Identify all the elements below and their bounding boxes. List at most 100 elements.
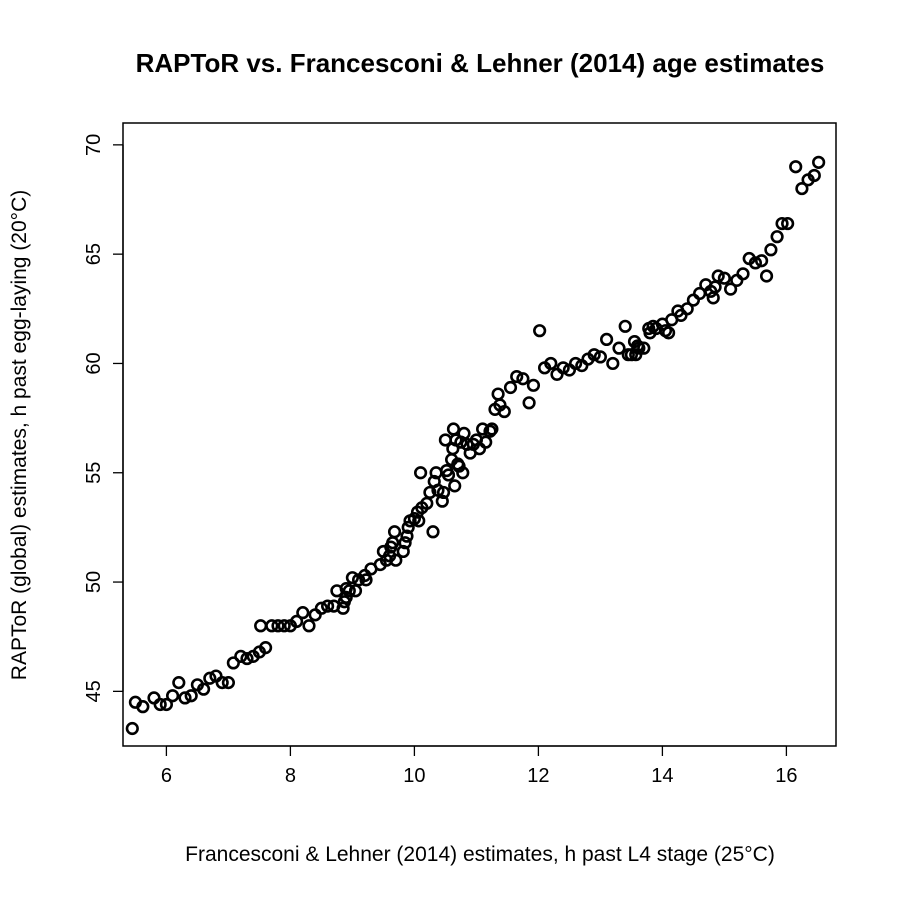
data-point	[277, 619, 291, 633]
data-point	[706, 291, 720, 305]
data-point	[711, 269, 725, 283]
data-point	[593, 350, 608, 364]
x-axis: 6 8 10 12 14 16	[161, 745, 798, 787]
data-point	[491, 387, 505, 401]
data-point	[184, 689, 198, 703]
data-point	[736, 267, 750, 281]
data-points	[125, 155, 826, 736]
data-point	[435, 494, 449, 508]
data-point	[807, 168, 821, 183]
data-point	[637, 341, 651, 355]
data-point	[302, 619, 316, 633]
data-point	[414, 466, 428, 480]
data-point	[717, 271, 732, 285]
data-point	[533, 324, 547, 338]
data-point	[226, 656, 240, 670]
data-point	[166, 689, 180, 703]
data-point	[632, 341, 646, 355]
data-point	[629, 348, 643, 362]
data-point	[612, 341, 626, 355]
data-point	[178, 691, 192, 705]
data-point	[730, 273, 744, 287]
data-point	[159, 697, 173, 712]
data-point	[544, 356, 558, 371]
data-point	[234, 649, 248, 663]
data-point	[308, 608, 322, 622]
data-point	[448, 479, 462, 493]
data-point	[426, 525, 440, 539]
x-tick-label: 10	[403, 765, 425, 787]
data-point	[290, 614, 304, 629]
x-tick-label: 14	[651, 765, 673, 787]
data-point	[618, 319, 632, 333]
data-point	[456, 466, 470, 480]
data-point	[606, 356, 620, 371]
x-tick-label: 6	[161, 765, 172, 787]
data-point	[401, 520, 415, 535]
x-axis-label: Francesconi & Lehner (2014) estimates, h…	[185, 843, 775, 866]
data-point	[516, 372, 530, 386]
data-point	[556, 361, 570, 375]
data-point	[479, 435, 493, 449]
data-point	[265, 619, 279, 633]
data-point	[503, 380, 518, 395]
data-point	[345, 571, 360, 585]
data-point	[476, 422, 490, 436]
data-point	[203, 671, 217, 685]
data-point	[342, 584, 356, 598]
data-point	[624, 348, 639, 362]
y-tick-label: 70	[83, 134, 105, 156]
data-point	[396, 544, 410, 559]
data-point	[136, 700, 150, 714]
y-tick-label: 60	[83, 352, 105, 374]
data-point	[550, 367, 564, 381]
y-tick-label: 65	[83, 243, 105, 265]
data-point	[764, 243, 778, 257]
data-point	[254, 619, 268, 633]
data-point	[526, 378, 541, 392]
data-point	[240, 651, 254, 666]
data-point	[661, 326, 676, 340]
y-tick-label: 45	[83, 680, 105, 702]
data-point	[153, 697, 167, 712]
data-point	[436, 485, 451, 500]
data-point	[389, 553, 403, 567]
data-point	[400, 529, 414, 543]
data-point	[259, 641, 273, 655]
data-point	[398, 536, 412, 550]
data-point	[510, 369, 524, 384]
data-point	[795, 181, 809, 196]
data-point	[387, 525, 402, 539]
data-point	[147, 691, 161, 705]
data-point	[759, 269, 774, 283]
data-point	[748, 256, 763, 270]
data-point	[754, 254, 769, 268]
data-point	[221, 676, 235, 690]
x-tick-label: 8	[285, 765, 296, 787]
data-point	[568, 356, 583, 371]
y-axis-label: RAPToR (global) estimates, h past egg-la…	[8, 190, 31, 680]
data-point	[812, 155, 826, 169]
data-point	[789, 160, 803, 174]
data-point	[485, 422, 499, 436]
data-point	[321, 599, 335, 613]
data-point	[775, 216, 789, 231]
data-point	[446, 422, 461, 436]
data-point	[197, 682, 211, 696]
data-point	[770, 230, 784, 244]
x-tick-label: 12	[527, 765, 549, 787]
data-point	[587, 348, 601, 362]
data-point	[680, 302, 694, 316]
data-point	[271, 619, 285, 633]
data-point	[423, 485, 437, 500]
y-tick-label: 55	[83, 462, 105, 484]
y-tick-label: 50	[83, 571, 105, 593]
data-point	[314, 601, 329, 615]
data-point	[172, 676, 186, 690]
data-point	[723, 282, 738, 296]
data-point	[125, 721, 139, 736]
data-point	[686, 293, 701, 307]
data-point	[522, 396, 536, 410]
data-point	[781, 216, 795, 231]
